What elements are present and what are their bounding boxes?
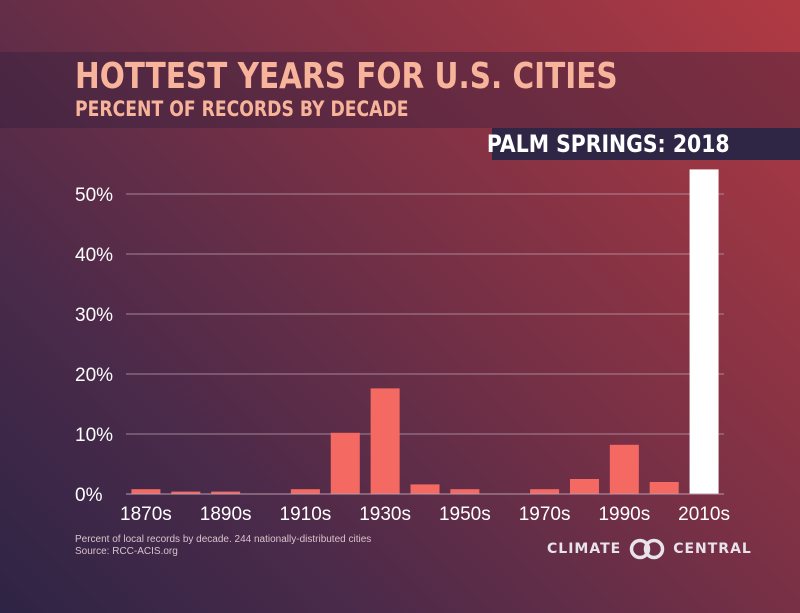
y-tick-label: 0%: [75, 485, 103, 506]
logo-text-central: CENTRAL: [673, 541, 752, 557]
bar: [290, 489, 320, 494]
y-tick-label: 40%: [75, 245, 113, 266]
linked-rings-icon: [629, 538, 665, 560]
y-tick-label: 20%: [75, 365, 113, 386]
bar: [370, 388, 400, 494]
x-tick-label: 1910s: [280, 504, 332, 525]
bar: [171, 491, 201, 494]
bar: [649, 482, 679, 494]
chart-title: HOTTEST YEARS FOR U.S. CITIES: [75, 56, 618, 97]
logo-text-climate: CLIMATE: [547, 541, 622, 557]
city-label-band: [492, 128, 800, 160]
bar: [211, 491, 241, 494]
x-tick-label: 1970s: [519, 504, 571, 525]
footnote: Percent of local records by decade. 244 …: [75, 534, 371, 558]
x-tick-label: 2010s: [678, 504, 730, 525]
bar: [530, 489, 560, 494]
x-tick-label: 1950s: [439, 504, 491, 525]
x-tick-label: 1990s: [598, 504, 650, 525]
x-axis-ticks: 1870s 1890s 1910s 1930s 1950s 1970s 1990s 2010s: [120, 504, 730, 525]
footnote-line-1: Percent of local records by decade. 244 …: [75, 534, 372, 545]
bar: [131, 489, 161, 494]
climate-central-logo: CLIMATE CENTRAL: [547, 536, 752, 562]
bar: [330, 432, 360, 494]
y-tick-label: 50%: [75, 185, 113, 206]
footnote-source: Source: RCC-ACIS.org: [75, 546, 178, 557]
chart-subtitle: PERCENT OF RECORDS BY DECADE: [75, 97, 409, 121]
title-band: [0, 52, 800, 128]
city-label: PALM SPRINGS: 2018: [487, 130, 730, 158]
bar: [410, 484, 440, 494]
bar: [569, 479, 599, 494]
bar: [609, 444, 639, 494]
x-tick-label: 1890s: [200, 504, 252, 525]
x-tick-label: 1870s: [120, 504, 172, 525]
bar: [689, 169, 719, 494]
y-tick-label: 10%: [75, 425, 113, 446]
y-tick-label: 30%: [75, 305, 113, 326]
bars: [131, 169, 719, 494]
grid-lines: [126, 193, 724, 435]
y-axis-ticks: 0% 10% 20% 30% 40% 50%: [75, 185, 113, 506]
bar: [450, 489, 480, 494]
x-tick-label: 1930s: [359, 504, 411, 525]
